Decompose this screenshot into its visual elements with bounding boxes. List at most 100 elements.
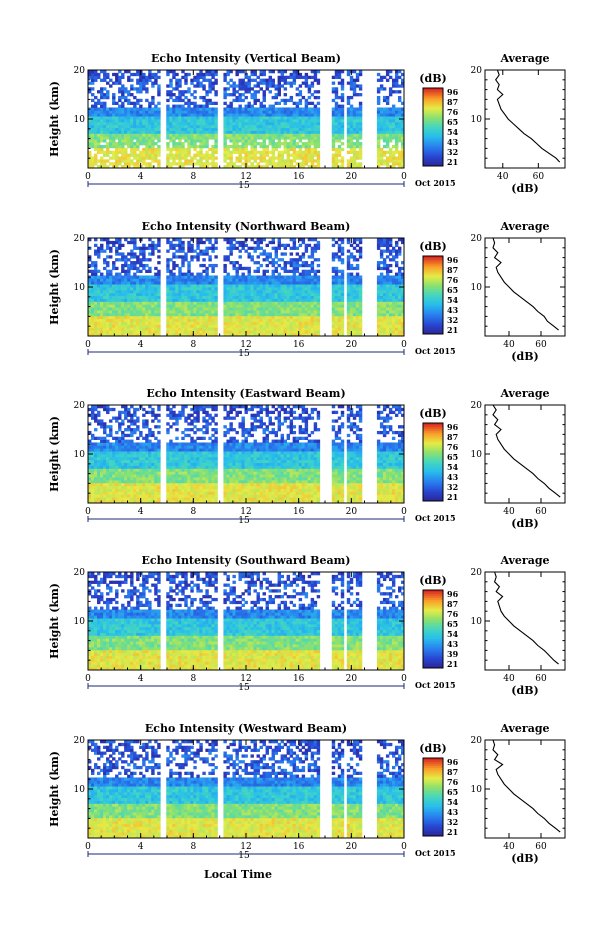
colorbar-frame <box>422 589 444 669</box>
average-y-tick: 20 <box>471 736 483 746</box>
colorbar-tick-label: 87 <box>447 97 458 107</box>
y-tick-label: 20 <box>74 66 86 76</box>
colorbar-unit: (dB) <box>419 574 446 587</box>
average-title: Average <box>499 52 549 65</box>
x-tick-label: 8 <box>190 507 196 517</box>
average-profile-line <box>495 69 561 163</box>
colorbar-tick-label: 76 <box>447 609 459 619</box>
x-axis-label: Local Time <box>204 868 272 881</box>
x-tick-label: 12 <box>240 674 251 684</box>
panel-1: Echo Intensity (Northward Beam) Height (k… <box>48 220 566 363</box>
average-frame <box>484 571 566 671</box>
average-y-tick: 10 <box>471 450 483 460</box>
y-tick-label: 20 <box>74 234 86 244</box>
average-title: Average <box>499 387 549 400</box>
day-label: 15 <box>238 851 250 861</box>
colorbar-tick-label: 96 <box>447 255 459 265</box>
heatmap-cells <box>88 405 405 504</box>
y-axis-label: Height (km) <box>48 416 61 492</box>
x-tick-label: 16 <box>293 507 305 517</box>
average-profile-line <box>492 404 561 498</box>
average-title: Average <box>499 554 549 567</box>
colorbar-frame <box>422 255 444 335</box>
average-x-label: (dB) <box>511 182 538 195</box>
x-tick-label: 8 <box>190 172 196 182</box>
panel-title: Echo Intensity (Northward Beam) <box>142 220 351 233</box>
colorbar-tick-label: 65 <box>447 619 458 629</box>
colorbar-frame <box>422 757 444 837</box>
colorbar-tick-label: 65 <box>447 452 458 462</box>
panel-title: Echo Intensity (Southward Beam) <box>142 554 351 567</box>
x-tick-label: 4 <box>138 507 144 517</box>
x-tick-label: 8 <box>190 340 196 350</box>
colorbar-unit: (dB) <box>419 742 446 755</box>
day-label: 15 <box>238 349 250 359</box>
average-y-tick: 10 <box>471 115 483 125</box>
average-title: Average <box>499 722 549 735</box>
x-tick-label: 12 <box>240 172 251 182</box>
panel-title: Echo Intensity (Eastward Beam) <box>146 387 345 400</box>
y-axis-label: Height (km) <box>48 751 61 827</box>
y-tick-label: 20 <box>74 401 86 411</box>
average-profile-line <box>493 571 559 665</box>
colorbar-tick-label: 87 <box>447 599 458 609</box>
colorbar-unit: (dB) <box>419 407 446 420</box>
y-axis-label: Height (km) <box>48 249 61 325</box>
colorbar-tick-label: 21 <box>447 659 458 669</box>
y-tick-label: 10 <box>74 115 86 125</box>
y-tick-label: 10 <box>74 283 86 293</box>
colorbar-tick-label: 65 <box>447 117 458 127</box>
x-tick-label: 12 <box>240 340 251 350</box>
heatmap-cells <box>88 70 405 169</box>
y-tick-label: 10 <box>74 617 86 627</box>
date-label: Oct 2015 <box>415 178 456 188</box>
x-tick-label: 0 <box>401 842 407 852</box>
x-tick-label: 16 <box>293 842 305 852</box>
panel-title: Echo Intensity (Westward Beam) <box>145 722 347 735</box>
x-tick-label: 0 <box>85 340 91 350</box>
average-x-tick: 60 <box>535 507 547 517</box>
colorbar-tick-label: 32 <box>447 482 458 492</box>
date-label: Oct 2015 <box>415 848 456 858</box>
average-x-tick: 40 <box>503 340 515 350</box>
x-tick-label: 0 <box>85 507 91 517</box>
x-tick-label: 20 <box>346 340 358 350</box>
panel-0: Echo Intensity (Vertical Beam) Height (km… <box>48 52 566 195</box>
colorbar-tick-label: 76 <box>447 275 459 285</box>
average-profile-line <box>492 739 561 833</box>
x-tick-label: 12 <box>240 842 251 852</box>
colorbar-tick-label: 43 <box>447 305 459 315</box>
y-axis-label: Height (km) <box>48 81 61 157</box>
colorbar-tick-label: 39 <box>447 649 459 659</box>
average-frame <box>484 69 566 169</box>
y-tick-label: 20 <box>74 568 86 578</box>
x-tick-label: 0 <box>85 674 91 684</box>
colorbar-tick-label: 65 <box>447 787 458 797</box>
x-tick-label: 0 <box>401 507 407 517</box>
average-title: Average <box>499 220 549 233</box>
x-tick-label: 0 <box>401 674 407 684</box>
colorbar-tick-label: 54 <box>447 127 459 137</box>
x-tick-label: 4 <box>138 842 144 852</box>
average-x-label: (dB) <box>511 684 538 697</box>
day-label: 15 <box>238 683 250 693</box>
average-y-tick: 10 <box>471 283 483 293</box>
x-tick-label: 4 <box>138 340 144 350</box>
colorbar-tick-label: 76 <box>447 107 459 117</box>
x-tick-label: 20 <box>346 507 358 517</box>
colorbar-tick-label: 87 <box>447 265 458 275</box>
x-tick-label: 0 <box>401 172 407 182</box>
x-tick-label: 8 <box>190 674 196 684</box>
day-label: 15 <box>238 181 250 191</box>
average-x-tick: 40 <box>503 674 515 684</box>
y-tick-label: 10 <box>74 450 86 460</box>
x-tick-label: 20 <box>346 674 358 684</box>
x-tick-label: 0 <box>85 842 91 852</box>
average-y-tick: 20 <box>471 234 483 244</box>
panel-4: Echo Intensity (Westward Beam) Height (km… <box>48 722 566 865</box>
colorbar-tick-label: 54 <box>447 629 459 639</box>
panel-3: Echo Intensity (Southward Beam) Height (k… <box>48 554 566 697</box>
x-tick-label: 4 <box>138 674 144 684</box>
colorbar-tick-label: 54 <box>447 462 459 472</box>
